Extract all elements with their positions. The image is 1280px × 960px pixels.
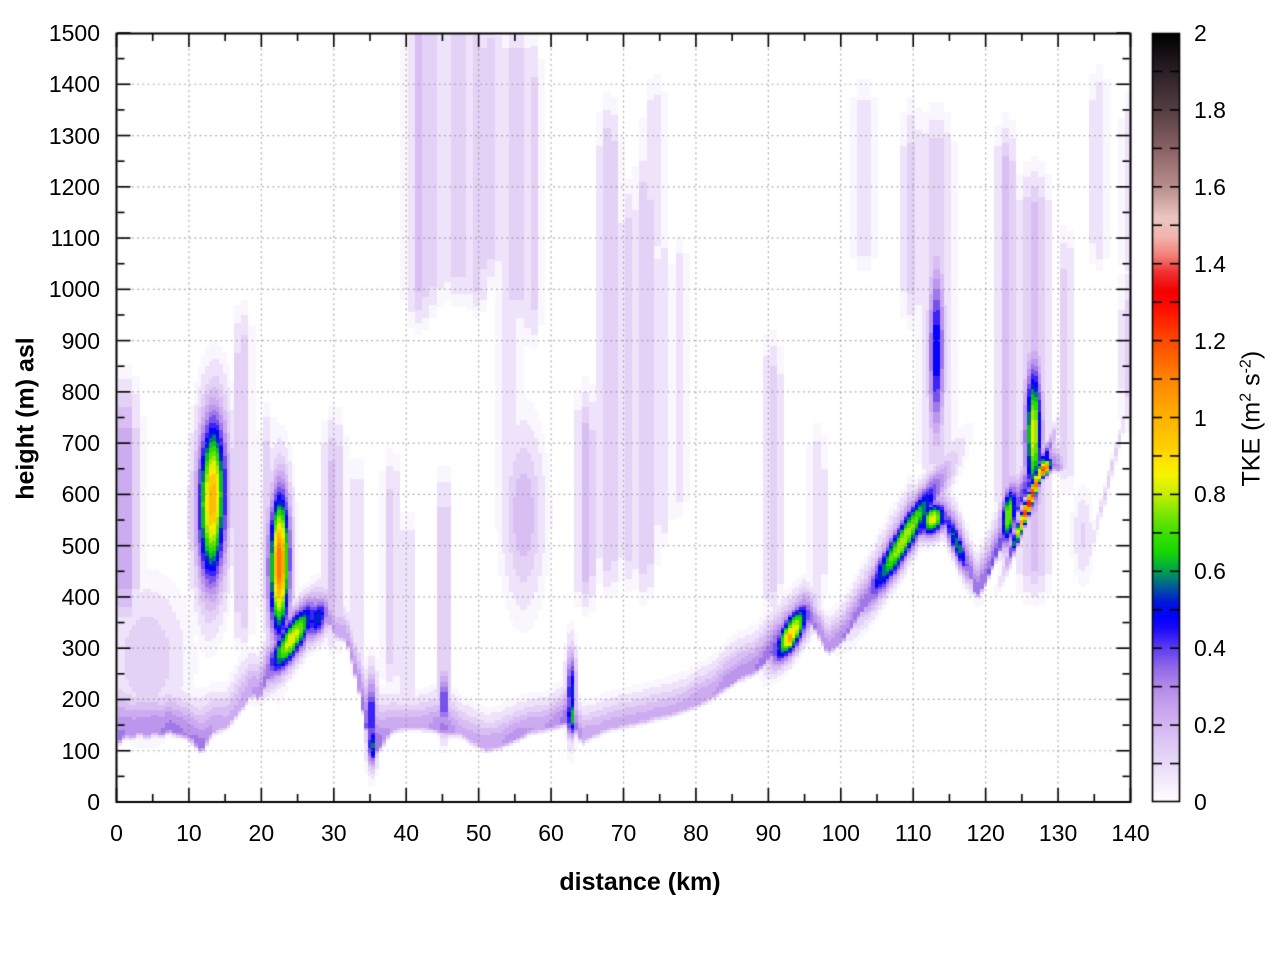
- y-tick-label: 500: [61, 532, 100, 559]
- x-tick-label: 70: [610, 820, 637, 846]
- y-tick-label: 1400: [48, 71, 100, 98]
- colorbar-tick-label: 0.2: [1194, 712, 1226, 739]
- y-tick-label: 1500: [48, 20, 100, 46]
- colorbar-tick-label: 1.2: [1194, 327, 1226, 354]
- y-tick-label: 1300: [48, 122, 100, 149]
- colorbar-tick-label: 0.4: [1194, 635, 1226, 662]
- y-tick-label: 300: [61, 635, 100, 662]
- y-tick-label: 200: [61, 686, 100, 713]
- y-tick-label: 100: [61, 737, 100, 764]
- colorbar-tick-label: 2: [1194, 20, 1207, 46]
- colorbar-tick-label: 1.8: [1194, 96, 1226, 123]
- x-tick-label: 10: [176, 820, 202, 846]
- x-tick-label: 100: [821, 820, 860, 846]
- colorbar-tick-label: 0.6: [1194, 558, 1226, 585]
- x-tick-label: 20: [248, 820, 275, 846]
- y-tick-label: 600: [61, 481, 100, 508]
- x-tick-label: 130: [1038, 820, 1078, 846]
- x-tick-label: 110: [894, 820, 932, 846]
- colorbar-tick-label: 1: [1194, 404, 1207, 431]
- x-tick-label: 30: [320, 820, 347, 846]
- colorbar-tick-label: 0.8: [1194, 481, 1226, 508]
- y-tick-label: 0: [87, 789, 100, 815]
- y-tick-label: 1200: [48, 173, 100, 200]
- colorbar-tick-label: 1.6: [1194, 173, 1226, 200]
- y-tick-label: 1000: [48, 276, 100, 303]
- x-axis-title: distance (km): [559, 868, 721, 896]
- x-tick-label: 60: [538, 820, 564, 846]
- x-tick-label: 40: [393, 820, 419, 846]
- y-tick-label: 400: [61, 583, 100, 610]
- colorbar-tick-label: 0: [1194, 789, 1207, 815]
- y-tick-label: 900: [61, 327, 100, 354]
- x-tick-label: 140: [1111, 820, 1150, 846]
- x-tick-label: 120: [966, 820, 1005, 846]
- x-tick-label: 80: [683, 820, 709, 846]
- y-tick-label: 700: [61, 430, 100, 457]
- y-tick-label: 800: [61, 378, 100, 405]
- colorbar-tick-label: 1.4: [1194, 250, 1226, 277]
- x-tick-label: 90: [755, 820, 782, 846]
- y-tick-label: 1100: [50, 225, 100, 252]
- x-tick-label: 0: [110, 820, 123, 846]
- x-tick-label: 50: [465, 820, 492, 846]
